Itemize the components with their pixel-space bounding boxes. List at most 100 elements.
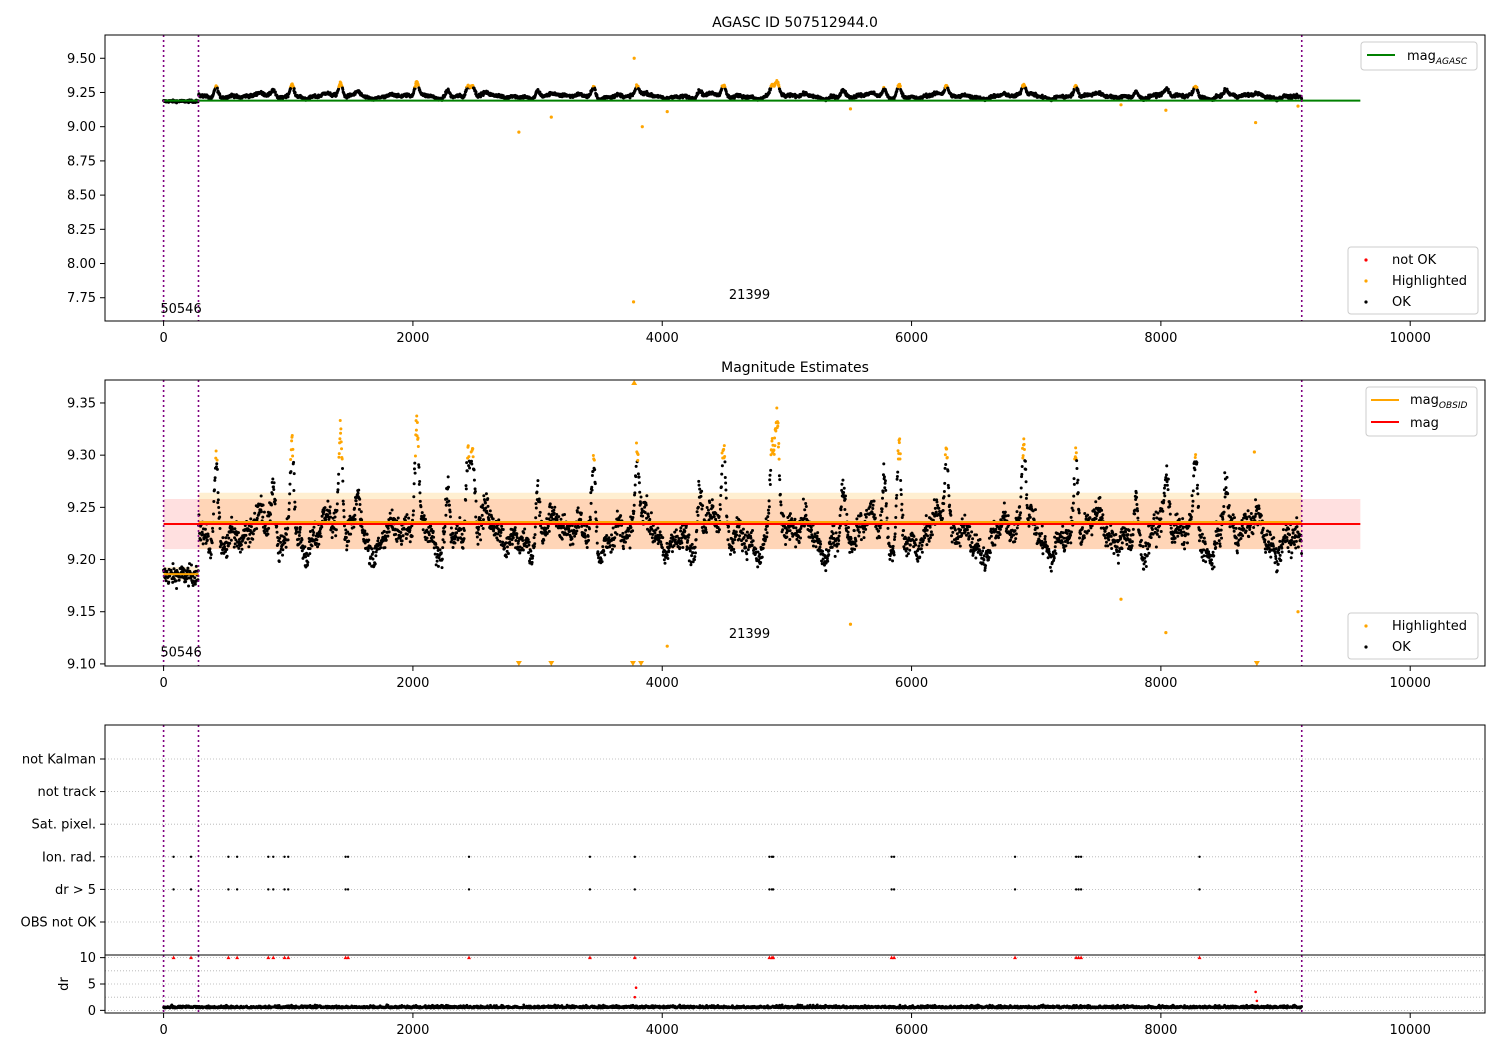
agasc-ok-point [464,89,468,93]
mag-highlighted-point [415,414,419,418]
mag-ok-point [248,540,252,544]
mag-ok-point [357,507,361,511]
mag-ok-point [399,542,403,546]
mag-ok-point [586,534,590,538]
mag-ok-point [288,492,292,496]
mag-ok-point [541,541,545,545]
mag-ok-point [253,511,257,515]
mag-ok-point [532,544,536,548]
mag-ok-point [273,498,277,502]
mag-ok-point [363,529,367,533]
mag-ok-point [484,492,488,496]
mag-ok-point [330,536,334,540]
mag-ok-point [356,491,360,495]
mag-ok-point [464,498,468,502]
mag-ok-point [273,502,277,506]
mag-ok-point [534,502,538,506]
mag-ok-point [187,584,191,588]
mag-ok-point [560,537,564,541]
agasc-highlighted-point [776,80,780,84]
mag-ok-point [533,525,537,529]
mag-ok-point [312,531,316,535]
mag-ok-point [319,535,323,539]
mag-ok-point [532,536,536,540]
mag-ok-point [308,547,312,551]
mag-ok-point [550,506,554,510]
mag-ok-point [298,525,302,529]
mag-ok-point [479,538,483,542]
mag-ok-point [465,461,469,465]
mag-ok-point [404,536,408,540]
mag-ok-point [261,503,265,507]
agasc-highlighted-outlier [549,115,553,119]
mag-ok-point [209,553,213,557]
mag-ok-point [573,534,577,538]
mag-ok-point [167,580,171,584]
mag-highlighted-point [416,436,420,440]
mag-ok-point [271,485,275,489]
mag-ok-point [447,503,451,507]
mag-ok-point [511,536,515,540]
mag-ok-point [538,514,542,518]
mag-ok-point [455,531,459,535]
mag-ok-point [212,512,216,516]
mag-ok-point [286,538,290,542]
mag-ok-point [461,546,465,550]
agasc-highlighted-outlier [517,130,521,134]
mag-ok-point [367,538,371,542]
mag-ok-point [213,478,217,482]
mag-highlighted-point [215,458,219,462]
mag-ok-point [281,553,285,557]
agasc-xtick-label: 4000 [646,331,679,346]
mag-ok-point [590,474,594,478]
mag-ok-point [251,537,255,541]
mag-ok-point [435,559,439,563]
mag-ok-point [410,534,414,538]
mag-ok-point [587,527,591,531]
agasc-obsid-label: 50546 [160,302,201,317]
mag-ok-point [341,502,345,506]
mag-ok-point [481,503,485,507]
agasc-ok-point [292,87,296,91]
mag-ok-point [292,460,296,464]
mag-ok-point [470,462,474,466]
mag-ok-point [412,482,416,486]
agasc-highlighted-outlier [665,110,669,114]
mag-ok-point [460,532,464,536]
mag-ok-point [244,533,248,537]
mag-ok-point [513,526,517,530]
mag-ok-point [574,532,578,536]
agasc-highlighted-outlier [640,125,644,129]
mag-ok-point [458,516,462,520]
mag-ok-point [270,492,274,496]
mag-ok-point [284,532,288,536]
mag-ok-point [215,467,219,471]
mag-ok-point [358,502,362,506]
mag-ok-point [615,532,619,536]
legend-mag-agasc-base: mag [1407,49,1436,64]
mag-highlighted-point [290,439,294,443]
mag-ok-point [585,545,589,549]
mag-ok-point [373,562,377,566]
mag-highlighted-point [591,453,595,457]
mag-ok-point [322,508,326,512]
mag-ok-point [589,501,593,505]
agasc-obsid-label: 21399 [729,288,770,303]
mag-ok-point [335,502,339,506]
mag-highlighted-point [339,427,343,431]
mag-ok-point [472,478,476,482]
mag-ok-point [193,576,197,580]
mag-ok-point [579,518,583,522]
mag-highlighted-point [416,444,420,448]
mag-ok-point [506,551,510,555]
mag-ok-point [184,580,188,584]
mag-ok-point [473,490,477,494]
mag-ok-point [275,524,279,528]
mag-ok-point [217,506,221,510]
agasc-ok-point [645,89,649,93]
mag-ok-point [399,531,403,535]
agasc-ok-point [474,90,478,94]
mag-ok-point [216,501,220,505]
mag-ok-point [601,545,605,549]
mag-ok-point [468,466,472,470]
